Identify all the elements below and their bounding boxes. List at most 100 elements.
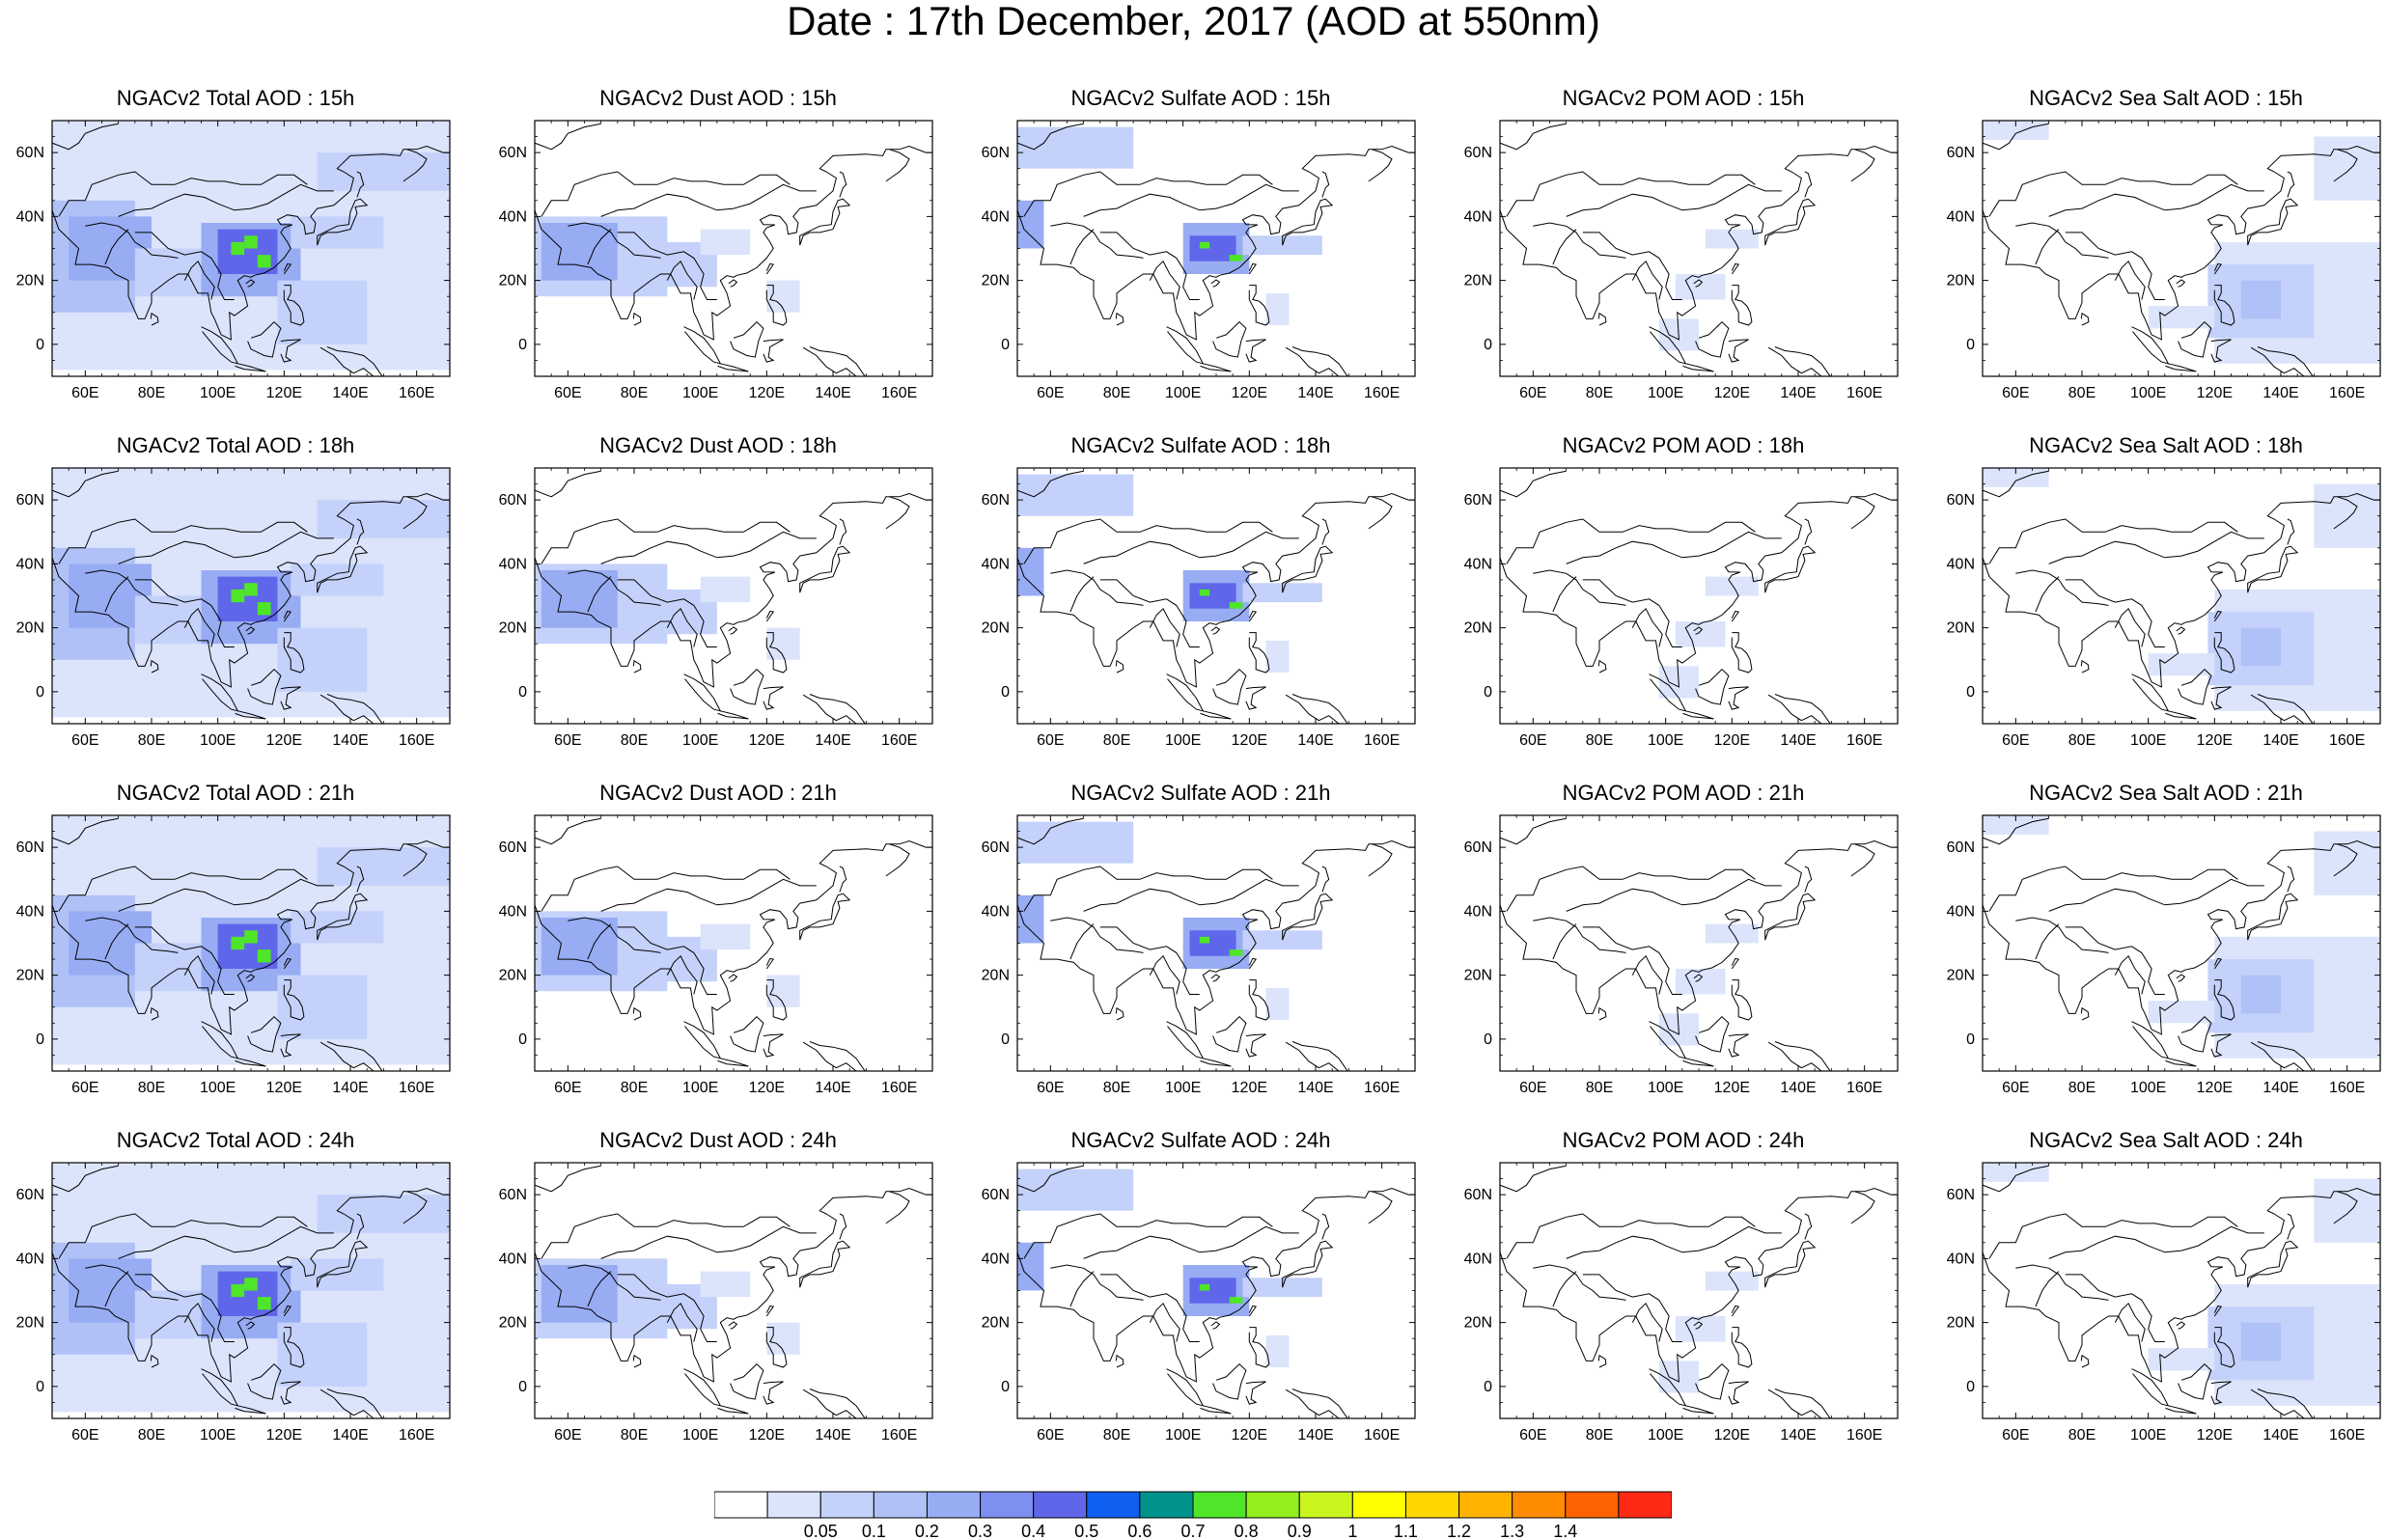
x-tick-label: 60E [2002, 1080, 2029, 1096]
aod-field [1675, 621, 1726, 647]
coastline [1983, 492, 2380, 688]
colorbar-swatch [1512, 1491, 1567, 1519]
coastline [541, 866, 791, 912]
coastline [283, 262, 292, 275]
x-tick-label: 80E [1586, 732, 1613, 749]
coastline [1728, 1033, 1749, 1058]
coastline [283, 1327, 305, 1368]
x-tick-label: 80E [1586, 1427, 1613, 1444]
y-tick-label: 20N [1464, 968, 1492, 984]
aod-field [1705, 576, 1759, 596]
coastline [1552, 923, 1577, 960]
aod-field [257, 949, 271, 963]
aod-field [277, 280, 368, 344]
coastline [2210, 1381, 2232, 1405]
aod-colorbar: 0.05 0.1 0.2 0.3 0.4 0.5 0.6 0.7 0.8 0.9 1 1.1 1.2 1.… [714, 1491, 1672, 1540]
coastline [2333, 149, 2358, 182]
coastline [728, 279, 738, 288]
map-panel-sulfate: NGACv2 Sulfate AOD : 24h 60E 80E 100E 120E 14… [969, 1129, 1432, 1457]
colorbar-swatch [1033, 1491, 1088, 1519]
x-tick-label: 60E [1519, 1080, 1546, 1096]
coastline [1500, 1165, 1567, 1193]
aod-map: 60E 80E 100E 120E 140E 160E 60N 40N 20N 0 [1464, 1162, 1899, 1444]
coastline [2178, 1016, 2212, 1053]
aod-field [1017, 1169, 1134, 1211]
y-tick-label: 60N [1947, 492, 1975, 509]
coastline [402, 496, 428, 530]
y-tick-label: 40N [16, 903, 44, 920]
aod-field [541, 1265, 618, 1323]
y-tick-label: 0 [36, 1031, 44, 1048]
panel-title: NGACv2 Sea Salt AOD : 15h [2029, 86, 2303, 110]
x-tick-label: 140E [1780, 385, 1816, 401]
y-tick-label: 60N [982, 145, 1010, 161]
coastline [1582, 579, 1682, 647]
coastline [1582, 926, 1682, 995]
coastline [1212, 1363, 1247, 1400]
coastline [568, 1264, 661, 1301]
coastline [1695, 1016, 1730, 1053]
coastline [2176, 1321, 2186, 1330]
coastline [104, 576, 129, 613]
coastline [2015, 569, 2109, 606]
coastline [2176, 279, 2186, 288]
x-tick-label: 60E [1037, 385, 1064, 401]
coastline [247, 321, 282, 358]
coastline [617, 926, 717, 995]
coastline [587, 576, 612, 613]
x-tick-label: 60E [71, 732, 98, 749]
coastline [317, 198, 369, 246]
coastline [1017, 1165, 1084, 1193]
coastline [1500, 817, 1567, 845]
x-tick-label: 100E [1165, 732, 1201, 749]
coastline [2287, 866, 2295, 893]
coastline [2247, 1240, 2299, 1288]
coastline [1083, 531, 1299, 564]
coastline [568, 569, 661, 606]
aod-field [1017, 894, 1044, 944]
coastline [1506, 1213, 1756, 1259]
aod-field [1705, 229, 1759, 249]
coastline [1566, 1225, 1782, 1259]
coastline [104, 229, 129, 265]
coastline [1988, 518, 2238, 564]
coastline [1597, 659, 1607, 674]
x-tick-label: 100E [2130, 385, 2166, 401]
coastline [183, 1302, 215, 1342]
x-tick-label: 120E [1232, 1427, 1267, 1444]
y-tick-label: 40N [1464, 903, 1492, 920]
coastline [1083, 878, 1299, 912]
coastline [1983, 123, 2049, 151]
x-tick-label: 120E [749, 732, 785, 749]
x-tick-label: 100E [1165, 385, 1201, 401]
map-panel-seasalt: NGACv2 Sea Salt AOD : 21h 60E 80E 100E 120E 1… [1934, 782, 2387, 1110]
aod-field [1017, 474, 1134, 516]
colorbar-label: 0.5 [1074, 1522, 1098, 1540]
coastline [2080, 659, 2090, 674]
x-tick-label: 60E [2002, 732, 2029, 749]
coastline [2213, 285, 2235, 326]
coastline [104, 1271, 129, 1307]
x-tick-label: 160E [881, 385, 917, 401]
x-tick-label: 120E [1714, 1080, 1750, 1096]
coastline [885, 496, 910, 530]
aod-field [1983, 815, 2049, 835]
coastline [356, 1213, 365, 1240]
coastline [2213, 1327, 2235, 1368]
colorbar-label: 0.7 [1180, 1522, 1205, 1540]
coastline [134, 1274, 235, 1342]
panel-title: NGACv2 Dust AOD : 15h [599, 86, 837, 110]
aod-field [244, 583, 258, 596]
coastline [58, 866, 308, 912]
x-tick-label: 100E [2130, 1427, 2166, 1444]
y-tick-label: 60N [982, 1187, 1010, 1203]
aod-field [317, 1195, 450, 1233]
coastline [1050, 222, 1144, 259]
y-tick-label: 20N [982, 273, 1010, 289]
x-tick-label: 60E [1519, 1427, 1546, 1444]
x-tick-label: 60E [71, 385, 98, 401]
coastline [1682, 1405, 1714, 1415]
coastline [683, 1368, 722, 1407]
aod-field [1017, 547, 1044, 596]
coastline [1210, 1321, 1221, 1330]
